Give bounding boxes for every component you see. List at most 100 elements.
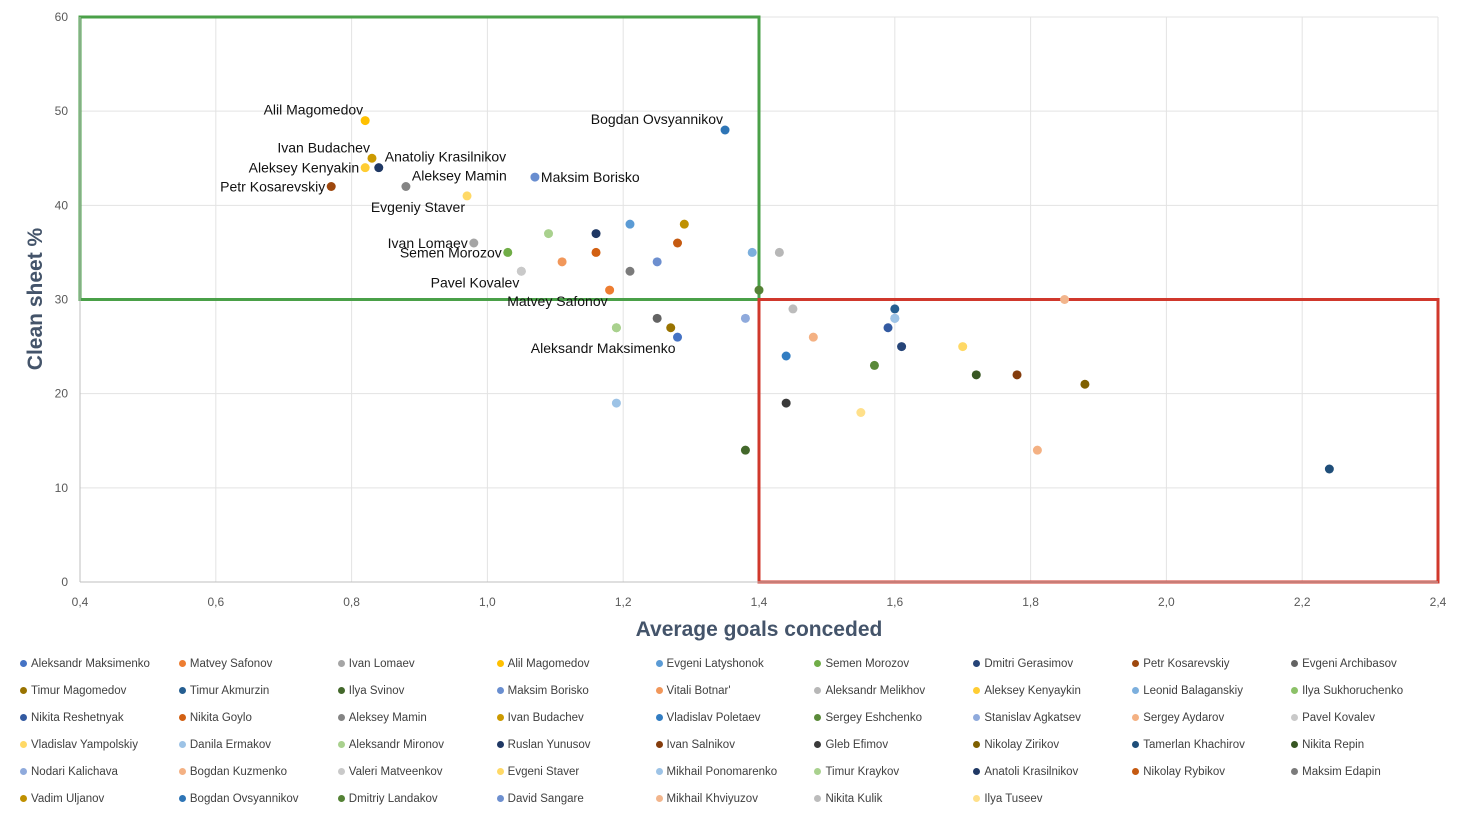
data-point [557, 257, 567, 267]
legend-label: Pavel Kovalev [1302, 711, 1375, 724]
legend-label: Nikolay Rybikov [1143, 765, 1226, 778]
y-tick-label: 0 [61, 575, 68, 589]
legend-swatch [1132, 660, 1140, 667]
data-point [1080, 379, 1090, 389]
legend-swatch [20, 741, 27, 748]
legend-swatch [814, 660, 822, 667]
legend: Aleksandr Maksimenko Matvey Safonov Ivan L… [20, 655, 1450, 807]
data-point [326, 182, 336, 191]
data-point [666, 323, 676, 333]
data-point [781, 398, 791, 408]
legend-swatch [20, 795, 27, 802]
legend-label: Bogdan Ovsyannikov [189, 792, 299, 805]
legend-item: Semen Morozov [814, 655, 973, 672]
legend-label: Ilya Svinov [348, 684, 405, 697]
legend-item: Vadim Uljanov [20, 790, 179, 807]
legend-item: Bogdan Kuzmenko [178, 763, 338, 780]
point-label: Aleksey Mamin [412, 168, 507, 184]
legend-item: Maksim Edapin [1291, 763, 1450, 780]
legend-item: Mikhail Ponomarenko [655, 763, 815, 780]
y-tick-label: 60 [55, 10, 69, 24]
legend-swatch [973, 768, 981, 775]
point-label: Anatoliy Krasilnikov [385, 149, 506, 165]
legend-swatch [178, 741, 186, 748]
legend-swatch [496, 795, 504, 802]
legend-item: Timur Magomedov [20, 682, 179, 699]
legend-label: Aleksey Kenyaykin [984, 684, 1081, 697]
legend-label: Mikhail Khviyuzov [666, 792, 758, 805]
data-point [530, 172, 540, 182]
legend-item: Dmitriy Landakov [337, 790, 497, 807]
legend-item: Ivan Salnikov [655, 736, 815, 753]
legend-item: Tamerlan Khachirov [1132, 736, 1291, 753]
legend-label: Nikolay Zirikov [984, 738, 1060, 751]
legend-swatch [1132, 768, 1140, 775]
legend-swatch [496, 768, 504, 775]
point-label: Evgeniy Staver [371, 199, 465, 215]
legend-swatch [178, 687, 186, 694]
legend-label: Mikhail Ponomarenko [666, 765, 778, 778]
data-point [890, 304, 900, 314]
data-point [544, 229, 554, 239]
legend-swatch [496, 714, 504, 721]
point-label: Matvey Safonov [507, 293, 607, 309]
legend-label: Evgeni Staver [507, 765, 580, 778]
point-label: Alil Magomedov [264, 102, 364, 118]
data-point [611, 398, 621, 408]
legend-item: Aleksandr Mironov [337, 736, 497, 753]
legend-label: Sergey Eshchenko [825, 711, 922, 724]
legend-swatch [20, 660, 27, 667]
data-point [788, 304, 798, 314]
legend-item: Dmitri Gerasimov [973, 655, 1132, 672]
legend-label: Gleb Efimov [825, 738, 889, 751]
bottom-right-quadrant-box [757, 298, 1440, 584]
legend-item: Nikita Reshetnyak [20, 709, 179, 726]
legend-swatch [1132, 687, 1140, 694]
x-tick-label: 0,8 [343, 595, 360, 609]
x-tick-label: 1,8 [1022, 595, 1039, 609]
data-point [503, 247, 513, 257]
legend-item: Evgeni Archibasov [1291, 655, 1450, 672]
point-label: Maksim Borisko [541, 169, 640, 185]
legend-swatch [1291, 741, 1299, 748]
legend-swatch [1132, 741, 1140, 748]
legend-item: Nikita Repin [1291, 736, 1450, 753]
legend-label: Nikita Kulik [825, 792, 883, 805]
legend-swatch [178, 660, 186, 667]
legend-item: Sergey Aydarov [1132, 709, 1291, 726]
legend-swatch [178, 768, 186, 775]
legend-swatch [655, 795, 663, 802]
legend-swatch [496, 741, 504, 748]
legend-item: Petr Kosarevskiy [1132, 655, 1291, 672]
data-point [747, 247, 757, 257]
data-point [462, 191, 472, 201]
data-point [591, 247, 601, 257]
data-point [890, 313, 900, 323]
data-point [625, 219, 635, 229]
legend-swatch [20, 687, 27, 694]
legend-label: David Sangare [507, 792, 584, 805]
x-tick-label: 1,2 [615, 595, 632, 609]
legend-swatch [655, 768, 663, 775]
legend-item: Nodari Kalichava [20, 763, 179, 780]
legend-label: Vladislav Poletaev [666, 711, 761, 724]
data-point [883, 323, 893, 333]
legend-item: David Sangare [496, 790, 656, 807]
legend-item: Vladislav Yampolskiy [20, 736, 179, 753]
legend-swatch [973, 795, 981, 802]
y-tick-label: 20 [55, 387, 69, 401]
legend-label: Timur Akmurzin [189, 684, 270, 697]
legend-swatch [1291, 714, 1299, 721]
legend-swatch [20, 714, 27, 721]
data-point [652, 257, 662, 267]
legend-item: Ilya Svinov [337, 682, 497, 699]
legend-swatch [973, 660, 981, 667]
legend-item: Bogdan Ovsyannikov [178, 790, 338, 807]
data-point [516, 266, 526, 276]
x-tick-label: 2,4 [1430, 595, 1447, 609]
legend-item: Ilya Sukhoruchenko [1291, 682, 1450, 699]
legend-item: Matvey Safonov [178, 655, 338, 672]
legend-label: Nikita Goylo [189, 711, 252, 724]
legend-label: Nodari Kalichava [31, 765, 118, 778]
legend-item: Ivan Lomaev [337, 655, 497, 672]
